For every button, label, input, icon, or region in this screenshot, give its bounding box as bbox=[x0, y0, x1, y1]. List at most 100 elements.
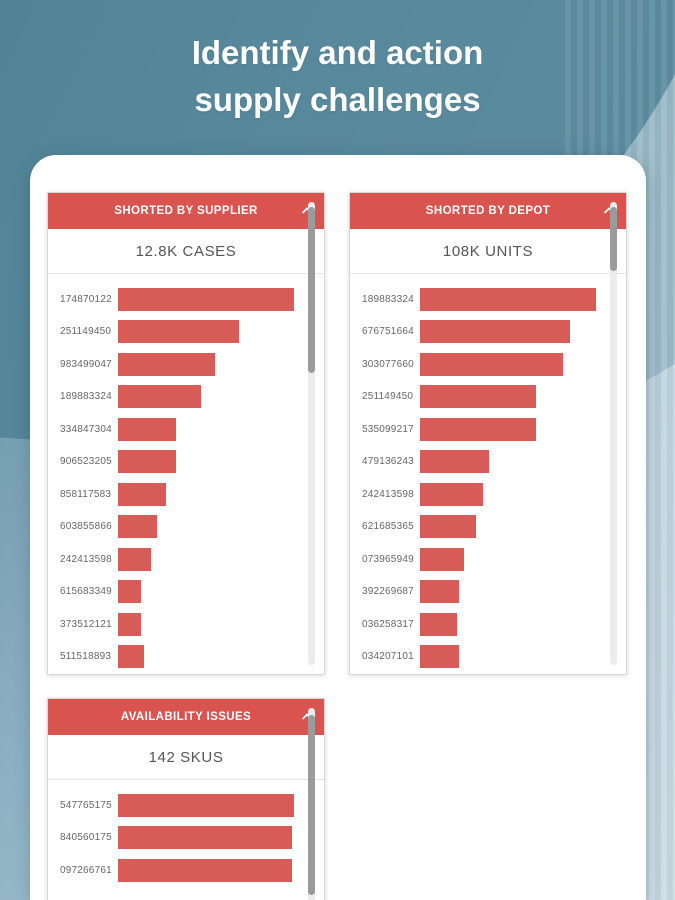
bar-label: 174870122 bbox=[60, 293, 112, 305]
bar-label: 036258317 bbox=[362, 618, 414, 630]
bar[interactable] bbox=[420, 547, 464, 571]
bar-label: 858117583 bbox=[60, 488, 112, 500]
bar-track bbox=[420, 450, 596, 474]
bar-label: 034207101 bbox=[362, 651, 414, 663]
bar[interactable] bbox=[118, 858, 293, 882]
bar-track bbox=[118, 858, 294, 882]
bar[interactable] bbox=[118, 287, 294, 311]
chart-row: 676751664 bbox=[358, 316, 596, 349]
bar[interactable] bbox=[420, 320, 570, 344]
chart-row: 479136243 bbox=[358, 446, 596, 479]
bar[interactable] bbox=[420, 287, 596, 311]
chart-row: 036258317 bbox=[358, 608, 596, 641]
dashboard-sheet: SHORTED BY SUPPLIER 12.8K CASES 17487012… bbox=[30, 155, 646, 900]
chart-row: 242413598 bbox=[56, 543, 294, 576]
chart-row: 189883324 bbox=[56, 381, 294, 414]
bar-track bbox=[420, 547, 596, 571]
scrollbar-thumb[interactable] bbox=[610, 206, 617, 272]
bar-track bbox=[118, 385, 294, 409]
bar[interactable] bbox=[420, 450, 489, 474]
bar[interactable] bbox=[118, 645, 145, 669]
bar[interactable] bbox=[420, 515, 477, 539]
panel-header[interactable]: SHORTED BY DEPOT bbox=[350, 193, 626, 229]
panel-header-label: SHORTED BY SUPPLIER bbox=[114, 205, 258, 217]
chart-row: 097266761 bbox=[56, 854, 294, 887]
bar[interactable] bbox=[118, 612, 141, 636]
chart-row: 242413598 bbox=[358, 478, 596, 511]
chart-row: 547765175 bbox=[56, 789, 294, 822]
bar-track bbox=[118, 417, 294, 441]
panel-shorted-by-depot: SHORTED BY DEPOT 108K UNITS 189883324 676… bbox=[349, 192, 627, 675]
chart-row: 511518893 bbox=[56, 641, 294, 674]
bar[interactable] bbox=[118, 320, 240, 344]
bar-label: 251149450 bbox=[60, 326, 112, 338]
panel-shorted-by-supplier: SHORTED BY SUPPLIER 12.8K CASES 17487012… bbox=[47, 192, 325, 675]
panel-subtitle: 142 SKUS bbox=[48, 735, 324, 780]
bar-label: 479136243 bbox=[362, 456, 414, 468]
bar[interactable] bbox=[118, 482, 166, 506]
scrollbar-track[interactable] bbox=[308, 708, 315, 900]
bar[interactable] bbox=[118, 385, 201, 409]
bar-label: 547765175 bbox=[60, 799, 112, 811]
bar[interactable] bbox=[118, 515, 157, 539]
chart-row: 189883324 bbox=[358, 283, 596, 316]
scrollbar-thumb[interactable] bbox=[308, 206, 315, 374]
bar[interactable] bbox=[420, 482, 484, 506]
chart-row: 906523205 bbox=[56, 446, 294, 479]
panel-subtitle: 108K UNITS bbox=[350, 229, 626, 274]
scrollbar-thumb[interactable] bbox=[308, 715, 315, 896]
bar-label: 906523205 bbox=[60, 456, 112, 468]
bar-label: 392269687 bbox=[362, 586, 414, 598]
bar[interactable] bbox=[420, 352, 563, 376]
bar[interactable] bbox=[420, 645, 459, 669]
bar[interactable] bbox=[420, 385, 537, 409]
panel-header[interactable]: AVAILABILITY ISSUES bbox=[48, 699, 324, 735]
bar-track bbox=[420, 515, 596, 539]
panel-header[interactable]: SHORTED BY SUPPLIER bbox=[48, 193, 324, 229]
bar[interactable] bbox=[118, 352, 215, 376]
hero-title: Identify and action supply challenges bbox=[0, 30, 675, 124]
chart-row: 251149450 bbox=[358, 381, 596, 414]
bar-label: 334847304 bbox=[60, 423, 112, 435]
bar-label: 621685365 bbox=[362, 521, 414, 533]
chart-row: 615683349 bbox=[56, 576, 294, 609]
bar-label: 535099217 bbox=[362, 423, 414, 435]
bar[interactable] bbox=[420, 417, 537, 441]
bar[interactable] bbox=[118, 580, 141, 604]
bar-label: 373512121 bbox=[60, 618, 112, 630]
bar[interactable] bbox=[118, 417, 177, 441]
bar[interactable] bbox=[420, 612, 457, 636]
bar-track bbox=[118, 320, 294, 344]
chart-row: 535099217 bbox=[358, 413, 596, 446]
bar-label: 603855866 bbox=[60, 521, 112, 533]
bar-track bbox=[118, 826, 294, 850]
bar-track bbox=[118, 482, 294, 506]
bar-track bbox=[420, 320, 596, 344]
scrollbar-track[interactable] bbox=[610, 202, 617, 665]
chart-row: 603855866 bbox=[56, 511, 294, 544]
bar-label: 840560175 bbox=[60, 832, 112, 844]
bar[interactable] bbox=[118, 450, 177, 474]
bar[interactable] bbox=[118, 826, 293, 850]
hero-title-line2: supply challenges bbox=[194, 80, 481, 118]
bar-label: 511518893 bbox=[60, 651, 112, 663]
bar-label: 073965949 bbox=[362, 553, 414, 565]
bar[interactable] bbox=[420, 580, 459, 604]
chart-row: 858117583 bbox=[56, 478, 294, 511]
bar-track bbox=[118, 515, 294, 539]
chart-row: 303077660 bbox=[358, 348, 596, 381]
bar-track bbox=[420, 287, 596, 311]
bar[interactable] bbox=[118, 793, 294, 817]
bar-track bbox=[118, 450, 294, 474]
bar-chart: 547765175 840560175 097266761 bbox=[48, 780, 324, 900]
bar-track bbox=[420, 482, 596, 506]
chart-row: 073965949 bbox=[358, 543, 596, 576]
bar-label: 097266761 bbox=[60, 864, 112, 876]
bar-label: 189883324 bbox=[362, 293, 414, 305]
scrollbar-track[interactable] bbox=[308, 202, 315, 665]
bar[interactable] bbox=[118, 547, 152, 571]
chart-row: 373512121 bbox=[56, 608, 294, 641]
chart-row: 251149450 bbox=[56, 316, 294, 349]
bar-track bbox=[420, 385, 596, 409]
bar-chart: 189883324 676751664 303077660 251149450 5350… bbox=[350, 274, 626, 674]
